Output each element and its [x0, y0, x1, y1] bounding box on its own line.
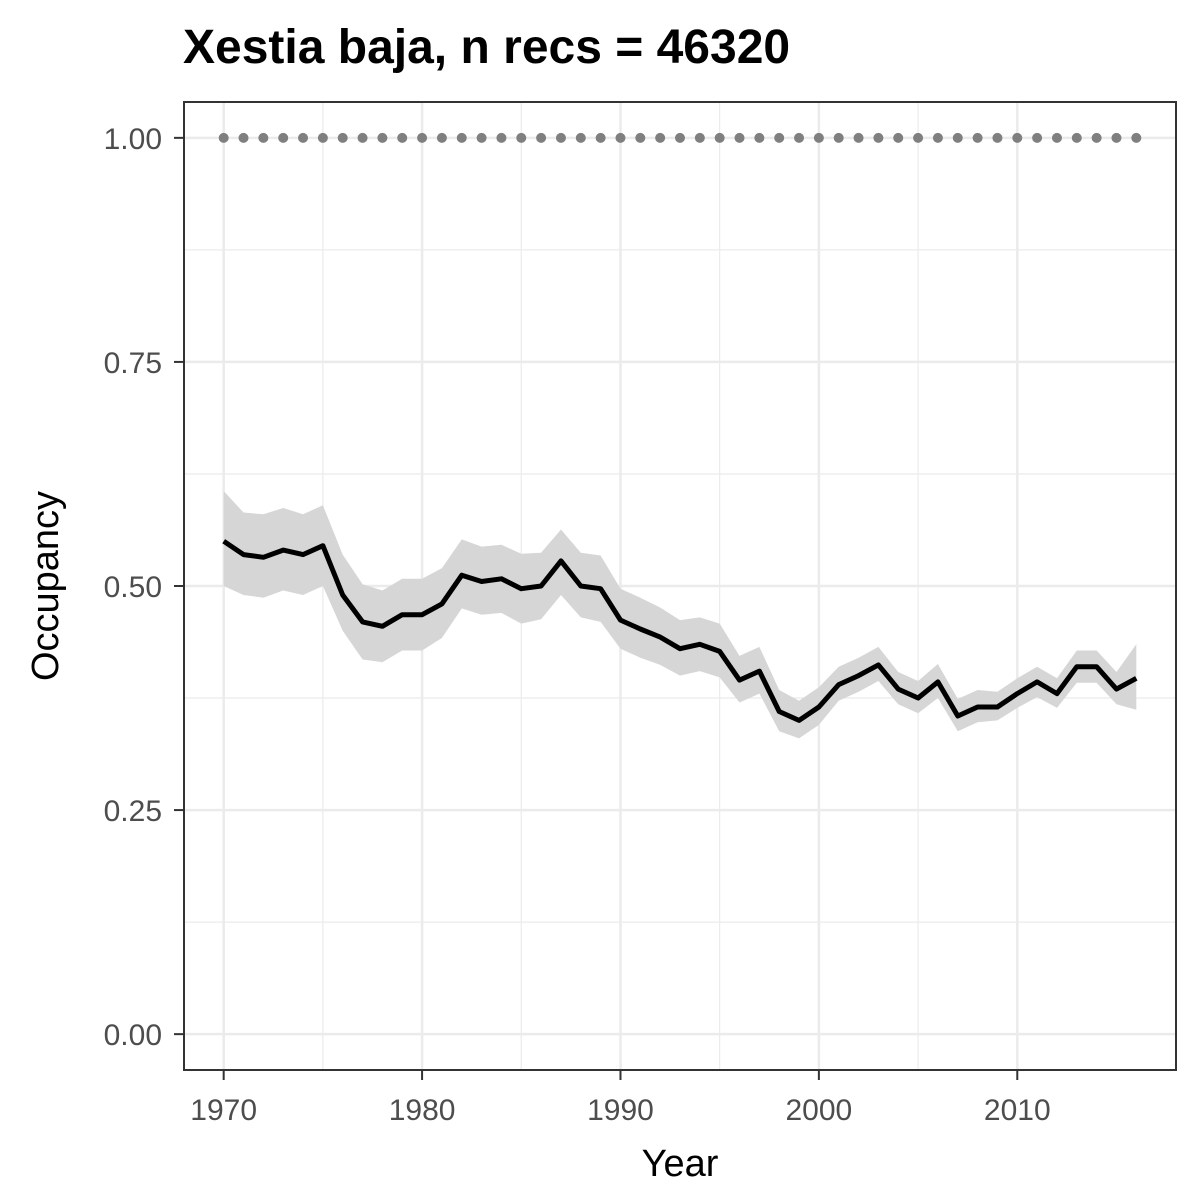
reference-point — [1111, 132, 1122, 143]
reference-point — [992, 132, 1003, 143]
reference-point — [694, 132, 705, 143]
reference-point — [377, 132, 388, 143]
reference-point — [536, 132, 547, 143]
x-tick-label: 1990 — [587, 1094, 654, 1127]
reference-point — [258, 132, 269, 143]
y-tick-label: 0.50 — [104, 571, 162, 604]
x-tick-label: 2010 — [984, 1094, 1051, 1127]
reference-point — [1131, 132, 1142, 143]
reference-point — [417, 132, 428, 143]
reference-point — [476, 132, 487, 143]
y-tick-label: 1.00 — [104, 123, 162, 156]
confidence-ribbon — [223, 491, 1137, 739]
reference-point — [774, 132, 785, 143]
reference-point — [972, 132, 983, 143]
reference-point — [298, 132, 309, 143]
axes: 1970 1980 1990 2000 2010 0.00 0.25 0.50 0.75 1.00 — [104, 123, 1051, 1127]
reference-point — [555, 132, 566, 143]
reference-point — [317, 132, 328, 143]
reference-point — [913, 132, 924, 143]
reference-point — [1071, 132, 1082, 143]
reference-point — [397, 132, 408, 143]
reference-point — [357, 132, 368, 143]
reference-point — [794, 132, 805, 143]
reference-point — [595, 132, 606, 143]
reference-point — [278, 132, 289, 143]
reference-point — [575, 132, 586, 143]
reference-point — [932, 132, 943, 143]
y-tick-label: 0.00 — [104, 1019, 162, 1052]
reference-point — [952, 132, 963, 143]
reference-point — [1051, 132, 1062, 143]
reference-point — [1032, 132, 1043, 143]
x-axis-title: Year — [642, 1143, 719, 1185]
series-line-layer — [222, 539, 1138, 723]
reference-point — [337, 132, 348, 143]
x-tick-label: 2000 — [786, 1094, 853, 1127]
reference-point — [635, 132, 646, 143]
reference-point — [516, 132, 527, 143]
chart-title: Xestia baja, n recs = 46320 — [183, 21, 790, 74]
reference-points-layer — [218, 132, 1142, 143]
x-tick-label: 1970 — [190, 1094, 257, 1127]
reference-point — [873, 132, 884, 143]
y-tick-label: 0.75 — [104, 347, 162, 380]
reference-point — [1091, 132, 1102, 143]
reference-point — [615, 132, 626, 143]
x-tick-label: 1980 — [389, 1094, 456, 1127]
reference-point — [496, 132, 507, 143]
occupancy-line — [222, 539, 1138, 723]
reference-point — [734, 132, 745, 143]
reference-point — [218, 132, 229, 143]
reference-point — [1012, 132, 1023, 143]
reference-point — [456, 132, 467, 143]
reference-point — [655, 132, 666, 143]
y-axis-title: Occupancy — [25, 491, 67, 681]
reference-point — [714, 132, 725, 143]
reference-point — [833, 132, 844, 143]
reference-point — [813, 132, 824, 143]
reference-point — [754, 132, 765, 143]
reference-point — [436, 132, 447, 143]
y-tick-label: 0.25 — [104, 795, 162, 828]
reference-point — [893, 132, 904, 143]
reference-point — [238, 132, 249, 143]
confidence-ribbon-layer — [223, 491, 1137, 739]
reference-point — [675, 132, 685, 143]
reference-point — [853, 132, 864, 143]
